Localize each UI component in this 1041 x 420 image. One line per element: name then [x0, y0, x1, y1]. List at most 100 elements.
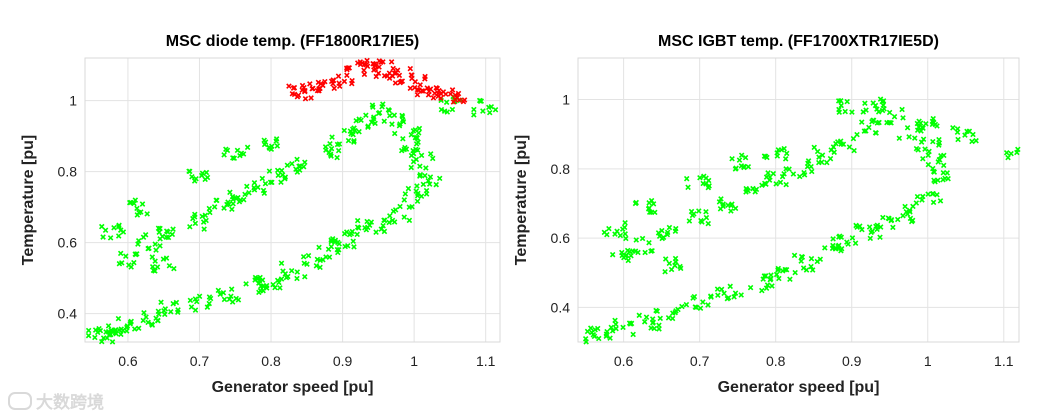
chart2-series1-point — [1003, 149, 1010, 156]
chart1-series1-point — [134, 205, 140, 212]
chart2-ytick-label: 0.4 — [551, 299, 571, 315]
chart2-series1-point — [844, 98, 850, 105]
chart1-series1-point — [269, 179, 275, 186]
chart1-series1-point — [397, 203, 403, 210]
chart1-series1-point — [259, 175, 266, 182]
chart1-series1-point — [342, 243, 348, 250]
chart1-series1-point — [429, 155, 436, 162]
chart2-series1-point — [721, 290, 727, 297]
chart2-series1-point — [738, 152, 745, 158]
chart1-series2-point — [336, 80, 342, 86]
chart2-series1-point — [782, 266, 788, 273]
chart1-series2-point — [399, 78, 406, 84]
chart1-series1-point — [363, 227, 370, 233]
chart2-series1-point — [763, 285, 770, 291]
chart2-series1-point — [966, 128, 973, 135]
chart1-series1-point — [341, 127, 348, 134]
chart2-xtick-label: 0.8 — [766, 353, 786, 369]
chart2-series1-point — [936, 142, 942, 148]
chart1-series1-point — [278, 179, 284, 186]
chart1-series1-point — [165, 229, 171, 235]
chart2-series1-point — [816, 154, 822, 160]
chart2-series1-point — [612, 231, 618, 237]
chart1-series1-point — [115, 233, 122, 239]
chart2-ytick-label: 1 — [562, 92, 570, 108]
chart2-series1-point — [862, 100, 868, 107]
chart2-series1-point — [729, 155, 735, 162]
chart1-series1-point — [399, 112, 405, 119]
chart2-series1-point — [808, 168, 815, 175]
chart2-series1-point — [808, 255, 815, 262]
chart2-series1-point — [732, 290, 739, 296]
chart1-axes-frame — [84, 57, 501, 343]
chart1-series1-point — [116, 222, 122, 229]
chart2-series1-point — [714, 286, 721, 292]
chart2-series1-point — [662, 256, 669, 262]
chart1-series1-point — [350, 238, 357, 245]
chart1-series2-point — [371, 61, 378, 67]
chart2-series1-point — [913, 145, 920, 152]
chart2-series1-point — [623, 235, 629, 242]
chart2-series1-point — [685, 184, 691, 191]
chart1-series1-point — [417, 173, 423, 179]
chart2-axes-frame — [577, 57, 1020, 343]
chart1-series1-point — [230, 201, 236, 207]
chart2-xtick-label: 0.9 — [842, 353, 862, 369]
chart1-series1-point — [196, 293, 203, 300]
chart1-series2-point — [384, 73, 391, 79]
chart2-series1-point — [742, 154, 749, 161]
chart2-series1-point — [607, 335, 613, 341]
chart2-series1-point — [649, 316, 656, 322]
chart2-series1-point — [922, 146, 928, 152]
chart2-series1-point — [842, 108, 848, 115]
chart2-series1-point — [832, 246, 839, 252]
chart2-series1-point — [767, 276, 774, 283]
chart1-series1-point — [261, 190, 268, 197]
chart1-series1-point — [443, 99, 450, 106]
chart2-series1-point — [836, 106, 842, 113]
chart2-series1-point — [628, 252, 634, 259]
chart2-series1-point — [891, 113, 898, 120]
chart2-series1-point — [850, 135, 857, 142]
chart2-xtick-label: 0.6 — [614, 353, 634, 369]
chart2-series1-point — [913, 200, 920, 206]
chart1-series1-point — [103, 329, 109, 335]
chart1-series1-point — [225, 199, 231, 205]
chart1-series2-point — [344, 72, 350, 79]
chart2-series1-point — [720, 203, 726, 210]
chart1-series1-point — [408, 132, 415, 138]
chart1-series1-point — [215, 287, 222, 294]
chart1-series1-point — [92, 334, 98, 341]
chart2-series1-point — [849, 235, 856, 241]
chart1-series1-point — [441, 108, 448, 114]
chart1-series1-point — [365, 123, 371, 129]
chart1-series1-point — [199, 170, 206, 177]
chart2-series1-point — [595, 335, 602, 342]
chart1-series1-point — [294, 156, 300, 163]
chart1-series1-point — [406, 217, 413, 224]
chart2-series1-point — [697, 305, 704, 312]
chart2-series1-point — [881, 106, 887, 112]
chart2-series1-point — [877, 224, 884, 230]
chart1-series1-point — [328, 145, 335, 152]
chart1-series1-point — [175, 307, 181, 313]
chart2-series1-point — [649, 248, 655, 254]
chart2-series1-point — [824, 159, 830, 166]
chart1-series1-point — [152, 258, 158, 264]
chart2-series1-point — [860, 109, 867, 115]
chart1-series1-point — [401, 197, 408, 203]
chart1-series1-point — [149, 254, 156, 260]
chart1-series1-point — [288, 268, 295, 274]
chart2-series1-point — [796, 173, 803, 180]
chart2-series1-point — [609, 251, 616, 258]
chart1-series1-point — [104, 335, 110, 341]
chart2-series1-point — [659, 235, 665, 242]
chart1-series2-point — [307, 81, 313, 87]
chart1-series1-point — [335, 246, 342, 253]
chart1-series1-point — [274, 167, 281, 174]
chart1-series2-point — [314, 87, 321, 94]
chart2-series1-point — [969, 138, 975, 145]
chart1-series1-point — [316, 244, 322, 251]
chart2-series1-point — [766, 177, 773, 183]
chart2-series1-point — [800, 265, 807, 271]
